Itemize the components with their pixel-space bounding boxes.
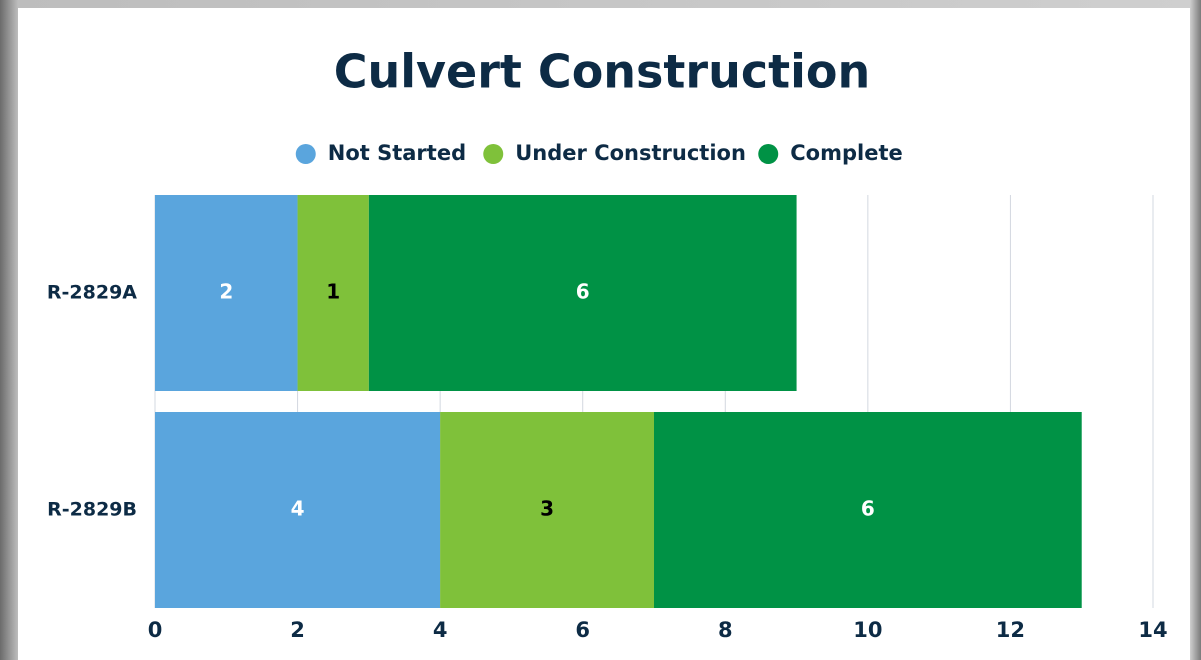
- legend-label: Complete: [790, 141, 902, 165]
- bar-segment: [155, 195, 298, 391]
- bar-segment: [155, 412, 441, 608]
- data-label: 3: [540, 497, 554, 521]
- legend-label: Under Construction: [515, 141, 746, 165]
- legend-swatch: [758, 144, 779, 164]
- x-tick-label: 4: [433, 618, 448, 642]
- x-tick-label: 0: [148, 618, 163, 642]
- x-tick-label: 12: [996, 618, 1025, 642]
- x-tick-label: 14: [1138, 618, 1167, 642]
- legend-swatch: [295, 144, 316, 164]
- legend-swatch: [483, 144, 504, 164]
- chart-title: Culvert Construction: [334, 45, 870, 99]
- y-tick-label: R-2829B: [47, 499, 137, 521]
- data-label: 6: [576, 280, 590, 304]
- data-label: 1: [326, 280, 340, 304]
- x-tick-label: 2: [290, 618, 305, 642]
- x-tick-label: 10: [853, 618, 882, 642]
- x-tick-label: 6: [575, 618, 590, 642]
- y-tick-label: R-2829A: [47, 282, 137, 304]
- bar-segment: [297, 195, 369, 391]
- bar-segment: [368, 195, 797, 391]
- bar-segment: [440, 412, 654, 608]
- data-label: 4: [291, 497, 305, 521]
- data-label: 6: [861, 497, 875, 521]
- x-tick-label: 8: [718, 618, 733, 642]
- bar-segment: [654, 412, 1082, 608]
- data-label: 2: [219, 280, 233, 304]
- legend-label: Not Started: [328, 141, 466, 165]
